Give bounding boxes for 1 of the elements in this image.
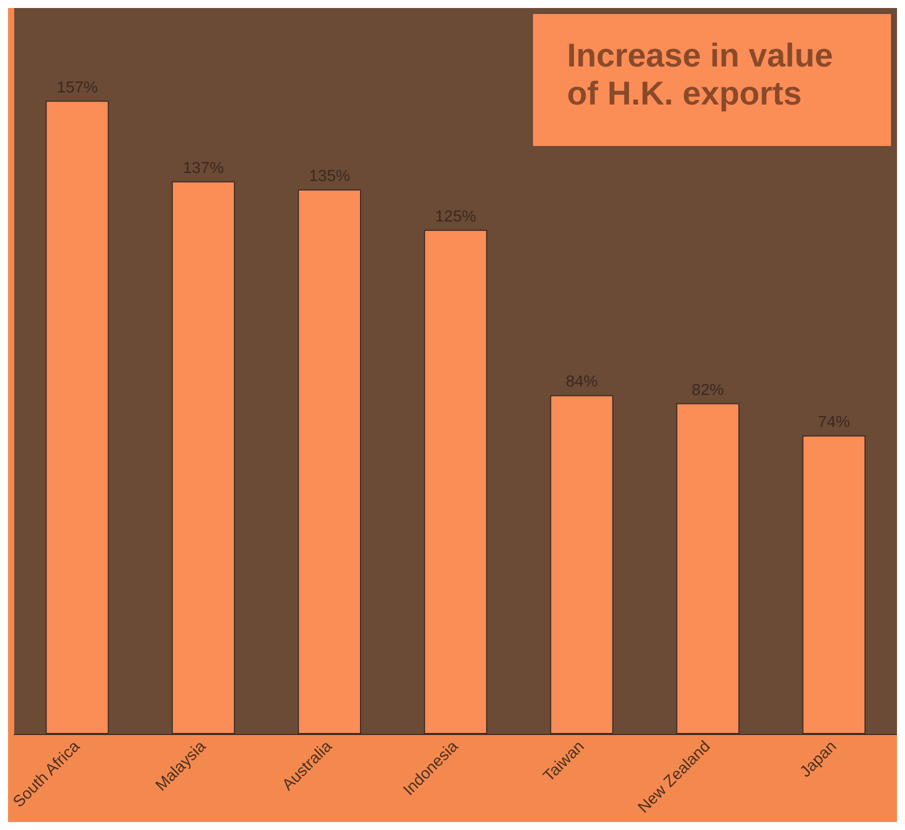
chart-title: Increase in value of H.K. exports <box>567 36 842 112</box>
